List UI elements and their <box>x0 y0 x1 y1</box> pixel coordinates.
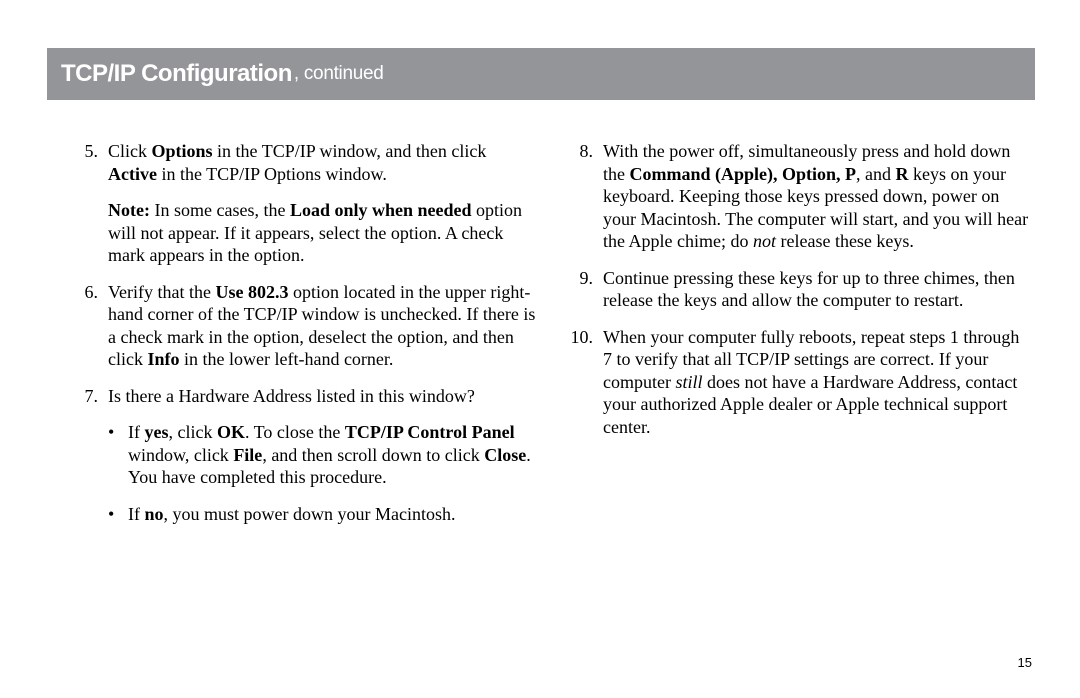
bullet-list: • If yes, click OK. To close the TCP/IP … <box>108 421 537 525</box>
step-6: 6. Verify that the Use 802.3 option loca… <box>72 281 537 371</box>
step-num: 5. <box>72 140 108 185</box>
step-body: Click Options in the TCP/IP window, and … <box>108 140 537 185</box>
bullet-body: If no, you must power down your Macintos… <box>128 503 537 526</box>
note: Note: In some cases, the Load only when … <box>108 199 537 267</box>
bullet-dot: • <box>108 421 128 489</box>
step-8: 8. With the power off, simultaneously pr… <box>567 140 1032 253</box>
step-num: 9. <box>567 267 603 312</box>
step-body: Continue pressing these keys for up to t… <box>603 267 1032 312</box>
step-9: 9. Continue pressing these keys for up t… <box>567 267 1032 312</box>
bullet-item: • If no, you must power down your Macint… <box>108 503 537 526</box>
step-7: 7. Is there a Hardware Address listed in… <box>72 385 537 408</box>
bullet-body: If yes, click OK. To close the TCP/IP Co… <box>128 421 537 489</box>
step-body: When your computer fully reboots, repeat… <box>603 326 1032 439</box>
step-body: Is there a Hardware Address listed in th… <box>108 385 537 408</box>
step-num: 6. <box>72 281 108 371</box>
left-column: 5. Click Options in the TCP/IP window, a… <box>72 140 537 539</box>
header-continued: , continued <box>294 63 384 85</box>
step-body: With the power off, simultaneously press… <box>603 140 1032 253</box>
page-number: 15 <box>1018 655 1032 670</box>
header-title: TCP/IP Configuration <box>61 60 292 88</box>
step-num: 7. <box>72 385 108 408</box>
bullet-item: • If yes, click OK. To close the TCP/IP … <box>108 421 537 489</box>
step-10: 10. When your computer fully reboots, re… <box>567 326 1032 439</box>
step-num: 8. <box>567 140 603 253</box>
step-body: Verify that the Use 802.3 option located… <box>108 281 537 371</box>
step-5: 5. Click Options in the TCP/IP window, a… <box>72 140 537 185</box>
header-bar: TCP/IP Configuration , continued <box>47 48 1035 100</box>
content-area: 5. Click Options in the TCP/IP window, a… <box>72 140 1032 539</box>
step-num: 10. <box>567 326 603 439</box>
bullet-dot: • <box>108 503 128 526</box>
right-column: 8. With the power off, simultaneously pr… <box>567 140 1032 539</box>
